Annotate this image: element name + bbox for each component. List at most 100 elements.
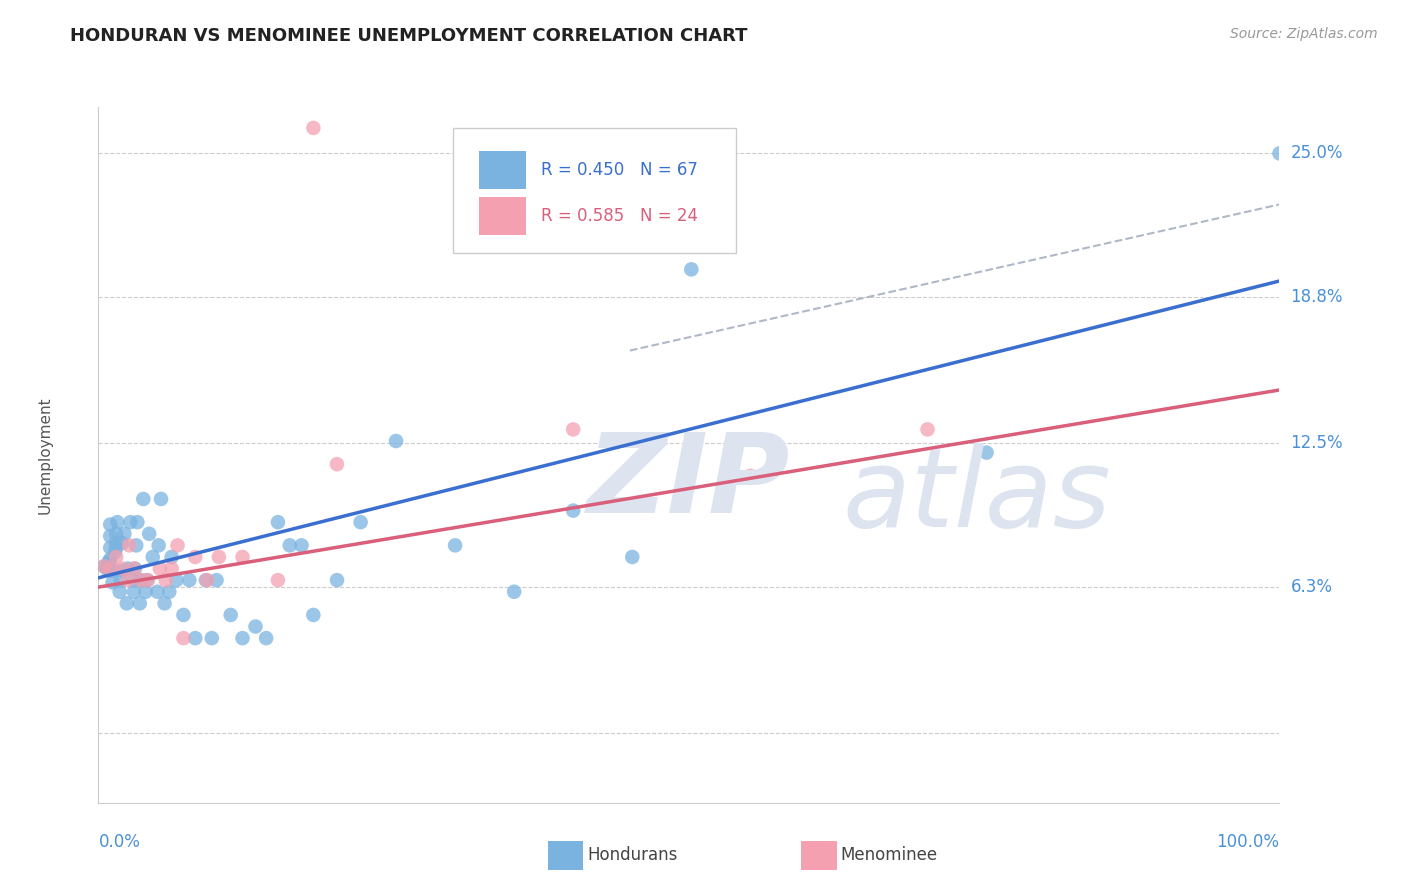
Point [105,549,128,564]
Point [290,538,312,552]
Point [98,552,121,566]
Point [349,515,371,529]
Text: 100.0%: 100.0% [1216,833,1279,851]
Point [245,619,267,633]
Point [326,573,349,587]
Point [104,545,127,559]
Point [122,561,145,575]
Point [105,526,128,541]
Point [122,584,145,599]
Point [160,561,183,575]
Point [124,561,146,575]
Point [166,538,188,552]
Point [138,526,160,541]
Point [254,631,277,645]
Text: R = 0.450   N = 67: R = 0.450 N = 67 [541,161,699,179]
Point [125,538,148,552]
Point [740,468,762,483]
Point [172,631,194,645]
FancyBboxPatch shape [478,197,526,235]
Point [155,573,177,587]
Point [101,575,124,590]
Point [172,607,194,622]
Point [179,573,201,587]
Point [184,549,207,564]
Point [148,538,170,552]
Point [157,584,180,599]
Point [150,491,173,506]
Point [128,596,150,610]
Point [219,607,242,622]
Point [503,584,526,599]
Point [117,561,139,575]
Point [105,541,128,555]
Point [115,596,138,610]
Text: Unemployment: Unemployment [38,396,53,514]
Point [267,573,290,587]
Point [127,515,149,529]
Text: 12.5%: 12.5% [1291,434,1343,452]
FancyBboxPatch shape [478,151,526,189]
Point [621,549,644,564]
Text: 6.3%: 6.3% [1291,578,1333,596]
Point [205,573,228,587]
Point [108,584,131,599]
Text: 18.8%: 18.8% [1291,288,1343,306]
Point [142,549,165,564]
Point [146,584,169,599]
Point [201,631,224,645]
Text: Source: ZipAtlas.com: Source: ZipAtlas.com [1230,27,1378,41]
Text: Menominee: Menominee [841,847,938,864]
Text: atlas: atlas [842,443,1111,550]
Point [562,422,585,436]
Point [98,561,121,575]
Point [302,120,325,135]
Point [208,549,231,564]
FancyBboxPatch shape [453,128,737,253]
Point [112,526,135,541]
Point [122,573,145,587]
Text: 25.0%: 25.0% [1291,145,1343,162]
Text: R = 0.585   N = 24: R = 0.585 N = 24 [541,207,699,226]
Point [135,584,157,599]
Text: 0.0%: 0.0% [98,833,141,851]
Point [111,561,134,575]
Point [120,515,142,529]
Point [326,457,349,471]
Point [165,573,187,587]
Point [110,573,132,587]
Point [105,515,128,529]
Point [98,517,121,532]
Point [153,596,176,610]
Point [98,564,121,578]
Point [98,555,121,569]
Point [231,549,253,564]
Point [111,536,134,550]
Point [917,422,939,436]
Point [103,564,125,578]
Point [98,529,121,543]
Point [562,503,585,517]
Text: Hondurans: Hondurans [588,847,678,864]
Point [1268,146,1291,161]
Point [105,536,128,550]
Point [267,515,290,529]
Point [195,573,218,587]
Point [96,561,118,575]
Point [111,564,134,578]
Point [194,573,217,587]
Point [98,541,121,555]
Point [278,538,301,552]
Point [385,434,408,448]
Point [976,445,998,459]
Text: HONDURAN VS MENOMINEE UNEMPLOYMENT CORRELATION CHART: HONDURAN VS MENOMINEE UNEMPLOYMENT CORRE… [70,27,748,45]
Point [93,559,115,574]
Point [135,573,157,587]
Point [136,573,159,587]
Point [184,631,207,645]
Point [302,607,325,622]
Point [118,538,141,552]
Point [132,491,155,506]
Point [149,561,172,575]
Point [97,557,120,571]
